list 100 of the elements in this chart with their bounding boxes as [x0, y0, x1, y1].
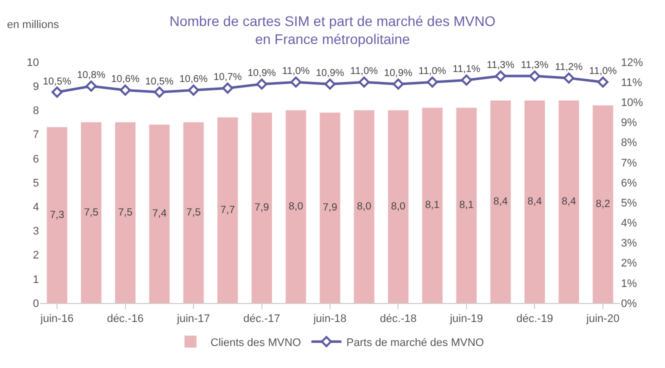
legend-label: Clients des MVNO: [210, 336, 302, 349]
data-label: 7,7: [220, 205, 236, 216]
data-label: 7,5: [118, 207, 133, 218]
data-label: 7,5: [84, 207, 99, 218]
y-tick-label: 9: [32, 80, 39, 93]
bar: [558, 100, 580, 303]
point: [392, 78, 404, 90]
bar: [524, 100, 545, 303]
bar: [456, 108, 477, 303]
data-label: 8,0: [288, 201, 304, 212]
point: [154, 86, 165, 98]
y2-tick-label: 7%: [621, 157, 638, 170]
y2-tick-label: 11%: [621, 76, 642, 89]
bar: [592, 105, 614, 303]
bar: [115, 122, 136, 303]
bar: [490, 100, 511, 303]
y2-tick-label: 8%: [621, 137, 638, 150]
point: [529, 70, 540, 82]
data-label: 11,0%: [589, 66, 617, 78]
point: [222, 82, 234, 94]
x-tick-label: juin-17: [176, 313, 210, 326]
y2-tick-label: 2%: [621, 258, 638, 270]
y-tick-label: 8: [32, 105, 39, 118]
y-tick-label: 2: [32, 250, 39, 262]
data-label: 10,5%: [42, 76, 72, 88]
point: [86, 80, 97, 92]
point: [426, 76, 438, 88]
point: [120, 84, 131, 96]
point: [324, 78, 336, 90]
point: [563, 72, 574, 84]
point: [358, 76, 370, 88]
bar: [422, 108, 443, 303]
data-label: 10,6%: [179, 74, 208, 86]
y-tick-label: 5: [32, 177, 39, 190]
point: [290, 76, 302, 88]
data-label: 7,9: [254, 202, 270, 214]
y2-tick-label: 3%: [621, 238, 638, 250]
bar: [217, 117, 238, 303]
y-tick-label: 4: [32, 201, 39, 214]
data-label: 10,9%: [384, 68, 413, 80]
x-tick-label: déc.-16: [106, 313, 144, 326]
bar: [149, 124, 170, 303]
x-tick-label: juin-16: [40, 313, 74, 326]
y2-tick-label: 0%: [621, 298, 638, 310]
y2-tick-label: 9%: [621, 117, 638, 130]
data-label: 8,0: [391, 201, 406, 212]
data-label: 10,9%: [316, 68, 344, 80]
y-tick-label: 3: [32, 226, 39, 238]
point: [188, 84, 200, 96]
data-label: 11,0%: [418, 66, 446, 78]
bar: [252, 112, 272, 303]
y2-tick-label: 10%: [621, 97, 644, 110]
y-tick-label: 6: [32, 153, 39, 166]
data-label: 11,2%: [555, 62, 583, 74]
x-tick-label: déc.-19: [516, 313, 554, 326]
data-label: 11,0%: [350, 66, 378, 78]
data-label: 10,8%: [77, 70, 106, 82]
x-tick-label: juin-20: [585, 313, 620, 326]
data-label: 11,0%: [282, 66, 310, 78]
y2-tick-label: 12%: [621, 56, 644, 69]
point: [495, 70, 506, 82]
point: [597, 76, 608, 88]
y2-tick-label: 1%: [621, 278, 638, 290]
bar: [183, 122, 204, 303]
x-tick-label: déc.-17: [243, 313, 280, 326]
data-label: 8,4: [527, 196, 542, 208]
y2-tick-label: 4%: [621, 218, 638, 230]
data-label: 10,5%: [145, 76, 174, 88]
y-tick-label: 10: [26, 56, 39, 69]
y-tick-label: 0: [32, 298, 39, 310]
y2-tick-label: 6%: [621, 177, 638, 190]
data-label: 8,2: [596, 199, 610, 210]
data-label: 11,1%: [452, 64, 480, 76]
data-label: 7,3: [50, 210, 64, 221]
point: [256, 78, 268, 90]
bar: [80, 122, 102, 303]
bar: [46, 127, 68, 303]
point: [460, 74, 472, 86]
data-label: 8,0: [356, 201, 372, 212]
legend-label: Parts de marché des MVNO: [346, 336, 484, 349]
data-label: 10,9%: [248, 68, 276, 80]
data-label: 10,7%: [213, 72, 242, 84]
y-tick-label: 1: [32, 274, 39, 286]
point: [52, 86, 63, 98]
data-label: 7,5: [186, 207, 201, 218]
data-label: 11,3%: [486, 60, 514, 72]
data-label: 10,6%: [111, 74, 140, 86]
data-label: 8,1: [425, 200, 440, 212]
data-label: 11,3%: [520, 60, 549, 72]
y2-tick-label: 5%: [621, 197, 638, 210]
data-label: 8,1: [459, 200, 474, 212]
bar: [320, 112, 340, 303]
data-label: 7,4: [152, 208, 167, 220]
bar: [388, 110, 408, 303]
data-label: 8,4: [562, 196, 576, 208]
chart-title: Nombre de cartes SIM et part de marché des MVNO en France métropolitaine: [169, 12, 496, 47]
bar: [354, 110, 374, 303]
x-tick-label: juin-19: [448, 313, 483, 326]
data-label: 8,4: [493, 196, 508, 208]
bar: [286, 110, 306, 303]
